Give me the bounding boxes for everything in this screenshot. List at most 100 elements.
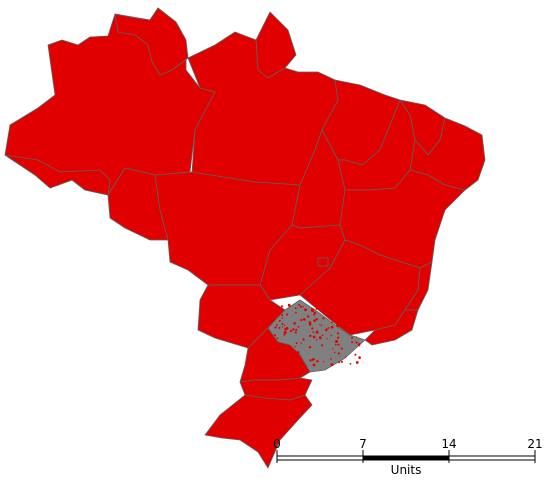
municipality-dot — [312, 335, 316, 339]
municipality-dot — [347, 331, 350, 334]
scale-bar — [276, 450, 536, 463]
municipality-dot — [358, 356, 361, 359]
municipality-dot — [274, 342, 276, 345]
municipality-dot — [274, 334, 276, 337]
municipality-dot — [275, 352, 278, 355]
municipality-dot — [302, 306, 304, 308]
municipality-dot — [355, 361, 359, 364]
municipality-dot — [336, 324, 338, 326]
scale-unit-label: Units — [390, 463, 422, 477]
municipality-dot — [293, 350, 296, 352]
municipality-dot — [295, 311, 297, 314]
scale-tick-label-14: 14 — [441, 437, 457, 451]
municipality-dot — [354, 353, 357, 356]
municipality-dot — [313, 358, 315, 360]
scale-bar-segment-filled — [362, 455, 450, 461]
municipality-dot — [318, 336, 322, 340]
municipality-dot — [327, 309, 329, 312]
municipality-dot — [294, 331, 297, 334]
municipality-dot — [337, 343, 340, 346]
region-distrito-federal[interactable] — [317, 257, 329, 267]
municipality-dot — [351, 341, 354, 344]
municipality-dot — [284, 348, 288, 352]
municipality-dot — [322, 361, 325, 363]
municipality-dot — [335, 310, 338, 313]
municipality-dot — [349, 325, 352, 328]
region-acre[interactable] — [4, 154, 111, 196]
municipality-dot — [321, 334, 324, 337]
municipality-dot — [299, 305, 302, 308]
municipality-dot — [326, 337, 328, 340]
region-rio-de-janeiro[interactable] — [364, 309, 419, 346]
municipality-dot — [349, 333, 352, 336]
municipality-dot — [281, 322, 284, 325]
municipality-dot — [312, 363, 316, 367]
municipality-dot — [327, 327, 330, 329]
municipality-dot — [281, 317, 283, 319]
municipality-dot — [350, 310, 353, 313]
state-regions — [4, 7, 486, 469]
municipality-dot — [355, 324, 358, 327]
municipality-dot — [280, 358, 283, 361]
municipality-dot — [274, 350, 277, 353]
municipality-dot — [308, 323, 312, 326]
municipality-dot — [293, 328, 295, 330]
municipality-dot — [286, 347, 290, 350]
municipality-dot — [290, 329, 293, 333]
municipality-dot — [340, 360, 343, 363]
municipality-dot — [312, 331, 315, 334]
municipality-dot — [357, 343, 361, 346]
municipality-dot — [355, 341, 358, 344]
municipality-dot — [319, 323, 321, 326]
municipality-dot — [302, 338, 305, 341]
municipality-dot — [331, 314, 334, 317]
municipality-dot — [330, 325, 334, 329]
municipality-dot — [303, 318, 306, 321]
municipality-dot — [281, 314, 284, 317]
municipality-dot — [344, 356, 347, 358]
municipality-dot — [333, 351, 336, 354]
municipality-dot — [358, 331, 360, 334]
municipality-dot — [336, 332, 340, 335]
municipality-dot — [281, 308, 283, 311]
municipality-dot — [316, 360, 319, 363]
region-roraima[interactable] — [114, 7, 189, 76]
municipality-dot — [330, 334, 332, 337]
municipality-dot — [344, 315, 347, 317]
scale-tick-label-7: 7 — [359, 437, 367, 451]
sao-paulo-municipal-mesh — [274, 303, 361, 367]
municipality-dot — [329, 308, 332, 311]
municipality-dot — [349, 362, 352, 365]
region-parana[interactable] — [239, 327, 311, 383]
municipality-dot — [338, 308, 341, 311]
municipality-dot — [296, 351, 300, 354]
scale-tick-label-21: 21 — [527, 437, 543, 451]
municipality-dot — [358, 345, 360, 347]
municipality-dot — [277, 361, 281, 365]
municipality-dot — [313, 319, 316, 322]
municipality-dot — [287, 303, 291, 307]
region-rio-grande-do-sul[interactable] — [204, 394, 313, 469]
municipality-dot — [285, 327, 289, 330]
municipality-dot — [297, 326, 300, 328]
region-amapa[interactable] — [255, 11, 297, 79]
municipality-dot — [338, 361, 341, 364]
municipality-dot — [311, 358, 314, 361]
municipality-dot — [330, 358, 332, 360]
municipality-dot — [335, 343, 337, 346]
municipality-dot — [295, 328, 298, 331]
municipality-dot — [322, 317, 325, 320]
municipality-dot — [276, 324, 278, 326]
municipality-dot — [304, 308, 307, 312]
municipality-dot — [355, 341, 357, 343]
municipality-dot — [337, 336, 340, 339]
municipality-dot — [300, 318, 303, 322]
municipality-dot — [281, 326, 284, 328]
municipality-dot — [356, 336, 358, 338]
municipality-dot — [313, 313, 316, 316]
municipality-dot — [308, 346, 312, 349]
municipality-dot — [326, 328, 328, 330]
municipality-dot — [351, 336, 353, 339]
municipality-dot — [321, 344, 324, 347]
